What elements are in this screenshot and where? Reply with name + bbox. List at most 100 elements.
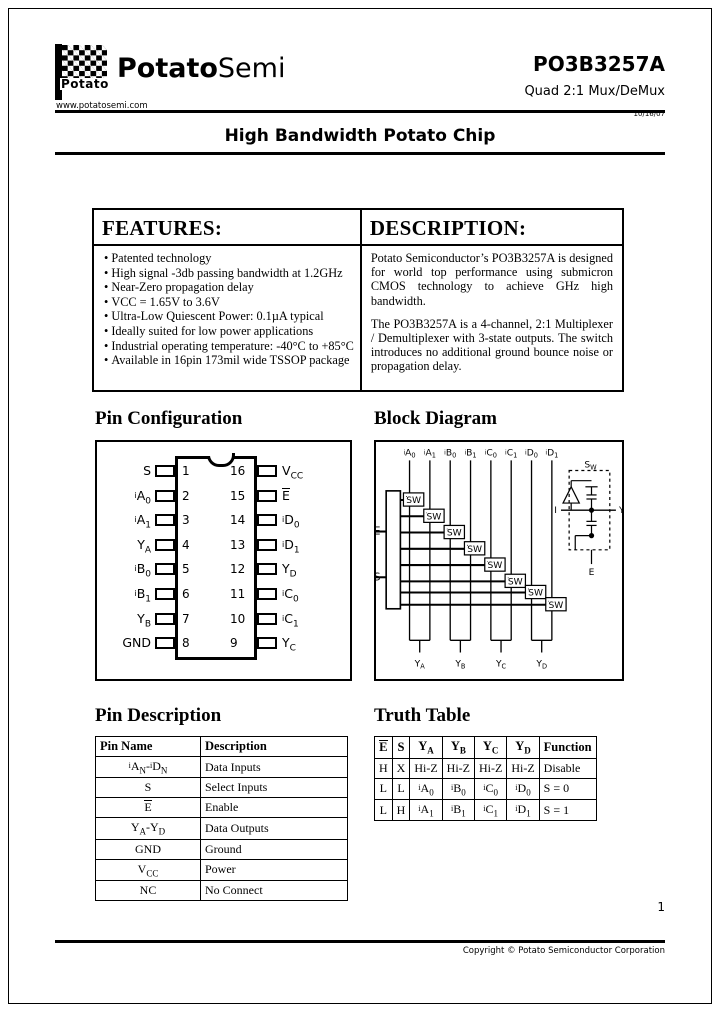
feature-item: Available in 16pin 173mil wide TSSOP pac… xyxy=(104,353,354,368)
header-rule-top xyxy=(55,110,665,113)
pin-description-table: Pin Name Description iAN-iDN Data Inputs S… xyxy=(95,736,348,902)
switch-box xyxy=(423,508,445,523)
pin-number: 13 xyxy=(230,537,246,552)
pin-pad-right xyxy=(257,538,277,551)
table-header-row: E S YA YB YC YD Function xyxy=(374,736,597,759)
switch-box xyxy=(504,573,527,589)
table-row: YA-YD Data Outputs xyxy=(95,817,348,840)
pin-pad-left xyxy=(155,563,175,576)
pin-pad-right xyxy=(257,612,277,625)
pin-pad-right xyxy=(257,563,277,576)
truth-cell: S = 0 xyxy=(538,777,597,800)
switch-box-label: SW xyxy=(467,545,482,555)
table-row: E Enable xyxy=(95,797,348,819)
pin-label-right: iC0 xyxy=(282,586,299,605)
block-control-label-e: E xyxy=(376,527,380,538)
pin-pad-left xyxy=(155,489,175,502)
description-divider xyxy=(361,244,622,246)
truth-cell: iB1 xyxy=(441,798,476,822)
package-notch xyxy=(207,453,235,467)
pin-number: 2 xyxy=(182,488,190,503)
truth-col-s: S xyxy=(391,736,411,759)
switch-box-label: SW xyxy=(427,512,442,522)
block-output-label: YD xyxy=(535,660,547,671)
page-border xyxy=(8,8,712,1004)
pin-description-cell: Data Outputs xyxy=(200,817,348,840)
page-number: 1 xyxy=(657,900,665,914)
feature-item: Patented technology xyxy=(104,251,354,266)
pin-name-cell: NC xyxy=(95,880,201,902)
block-diagram-svg: SW SW SW SW SW SW SW SW iA0 iA1 iB0 iB1 iC0 iC1 iD0 iD1… xyxy=(376,448,622,671)
pin-number: 6 xyxy=(182,587,190,601)
pin-label-right: YC xyxy=(282,635,296,654)
feature-item: VCC = 1.65V to 3.6V xyxy=(104,295,354,310)
pin-name-cell: S xyxy=(95,777,201,799)
truth-cell: H xyxy=(391,798,411,822)
company-url: www.potatosemi.com xyxy=(56,101,148,111)
logo-word: Potato xyxy=(60,77,110,91)
pin-name-cell: iAN-iDN xyxy=(95,755,201,779)
pin-label-left: YB xyxy=(137,610,151,630)
pin-pad-right xyxy=(257,514,277,527)
pin-label-right: VCC xyxy=(282,463,304,482)
pin-label-left: YA xyxy=(137,536,151,556)
header-rule-bottom xyxy=(55,152,665,155)
pin-pad-left xyxy=(155,514,175,527)
features-panel: FEATURES: Patented technologyHigh signal… xyxy=(94,210,362,390)
description-paragraph: Potato Semiconductor’s PO3B3257A is desi… xyxy=(370,251,613,308)
pin-number: 11 xyxy=(230,587,246,601)
table-row: VCC Power xyxy=(95,858,348,882)
switch-box-label: SW xyxy=(447,529,462,539)
pin-number: 10 xyxy=(230,611,246,626)
block-input-label: iD1 xyxy=(545,448,558,459)
switch-detail-output: Y xyxy=(618,506,622,516)
pin-pad-right xyxy=(257,637,277,650)
truth-col-function: Function xyxy=(538,736,597,759)
table-row: GND Ground xyxy=(95,838,348,860)
pin-description-cell: Select Inputs xyxy=(200,777,348,799)
pin-description-cell: Enable xyxy=(200,797,348,819)
features-list: Patented technologyHigh signal -3db pass… xyxy=(94,251,360,368)
pin-label-left: iB0 xyxy=(134,561,151,580)
col-description: Description xyxy=(200,736,348,757)
pin-number: 9 xyxy=(230,636,238,651)
part-number: PO3B3257A xyxy=(533,52,665,76)
pin-label-left: S xyxy=(143,463,151,478)
switch-box xyxy=(484,557,506,572)
switch-detail xyxy=(561,469,616,565)
truth-cell: iC1 xyxy=(473,798,508,822)
block-input-label: iC1 xyxy=(505,448,517,459)
truth-cell: Hi-Z xyxy=(409,757,443,779)
pin-pad-right xyxy=(257,465,277,477)
features-divider xyxy=(94,244,360,246)
truth-cell: iD1 xyxy=(506,798,540,822)
truth-cell: Hi-Z xyxy=(473,757,508,779)
pin-number: 1 xyxy=(182,464,190,478)
description-panel: DESCRIPTION: Potato Semiconductor’s PO3B… xyxy=(361,210,622,390)
truth-cell: L xyxy=(374,798,393,822)
pin-name-cell: YA-YD xyxy=(95,817,201,840)
pin-label-left: iB1 xyxy=(134,586,151,605)
truth-col-yb: YB xyxy=(441,736,476,759)
feature-item: Near-Zero propagation delay xyxy=(104,280,354,295)
company-logo: Potato PotatoSemi www.potatosemi.com xyxy=(55,44,285,111)
switch-box-label: SW xyxy=(549,601,564,611)
block-diagram-panel: SW SW SW SW SW SW SW SW iA0 iA1 iB0 iB1 iC0 iC1 iD0 iD1… xyxy=(374,440,624,681)
pin-label-left: iA0 xyxy=(134,487,151,507)
switch-box xyxy=(545,596,567,612)
table-row: NC No Connect xyxy=(95,880,348,902)
pin-number: 16 xyxy=(230,464,246,478)
pin-configuration-panel: 1 S 2 iA0 3 iA1 4 YA 5 iB0 6 iB1 7 YB 8 GND 16 VCC 15 E 14 iD… xyxy=(95,440,352,681)
pin-number: 15 xyxy=(230,488,246,503)
brand-bold: Potato xyxy=(117,53,218,84)
truth-cell: iD0 xyxy=(506,777,540,800)
feature-item: Ultra-Low Quiescent Power: 0.1µA typical xyxy=(104,309,354,324)
features-heading: FEATURES: xyxy=(102,216,223,240)
block-input-label: iA1 xyxy=(424,448,436,459)
pin-label-right: iD1 xyxy=(282,536,300,556)
truth-cell: iA0 xyxy=(409,777,443,800)
description-body: Potato Semiconductor’s PO3B3257A is desi… xyxy=(362,251,622,374)
block-input-label: iB1 xyxy=(464,448,476,459)
truth-col-e: E xyxy=(374,736,393,759)
